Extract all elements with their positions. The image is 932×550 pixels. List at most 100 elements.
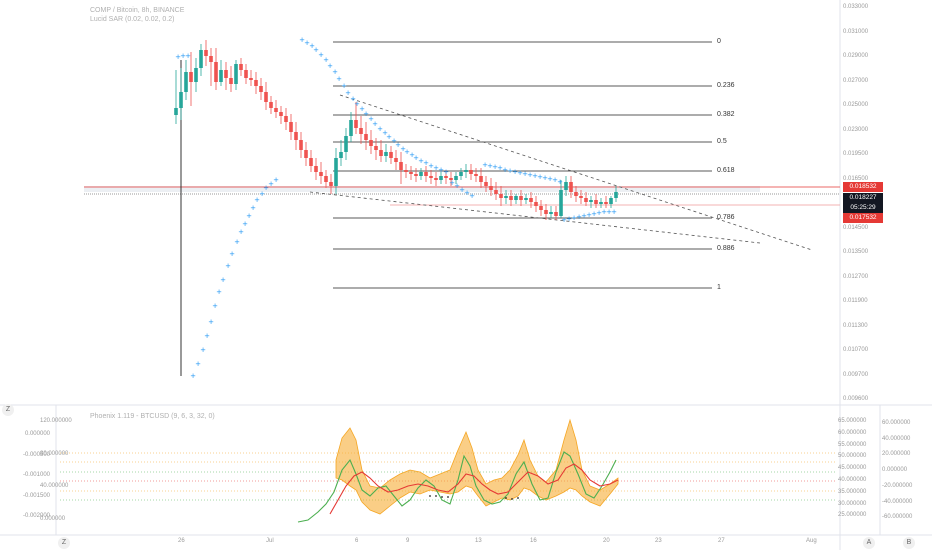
osc-left-label: -0.001500 [22,492,50,499]
candle-body [229,78,233,84]
scale-mode-button[interactable]: B [903,537,915,549]
upper-price-tag: 0.018532 [843,182,883,192]
sar-dot: + [234,238,240,246]
candle-body [239,64,243,70]
sar-dot: + [359,105,365,113]
price-axis-label: 0.013500 [843,249,869,255]
candle-body [519,196,523,200]
candle-body [439,176,443,180]
candle-body [344,136,348,152]
fib-level-label: 0.236 [717,82,735,89]
osc-dot [517,497,519,499]
sar-dot: + [497,164,503,172]
candle-body [424,172,428,176]
candle-body [174,108,178,115]
candle-body [449,178,453,180]
candle-body [604,202,608,204]
candle-body [299,140,303,150]
candle-body [584,198,588,202]
candle-body [204,50,208,56]
scale-toggle-top[interactable]: Z [2,404,14,416]
candle-body [509,196,513,200]
sar-dot: + [377,125,383,133]
osc-left-label: -0.000500 [22,451,50,458]
sar-dot: + [418,157,424,165]
osc-dot [511,498,513,500]
candle-body [244,70,248,78]
candle-body [454,176,458,180]
sar-dot: + [318,51,324,59]
candle-body [464,170,468,172]
scale-toggle-bottom[interactable]: Z [58,537,70,549]
sar-dot: + [454,182,460,190]
sar-dot: + [200,346,206,354]
sar-dot: + [459,186,465,194]
candle-body [269,102,273,108]
price-axis-label: 0.019500 [843,151,869,157]
sar-dot: + [386,133,392,141]
candle-body [314,166,318,172]
candle-body [334,158,338,186]
candle-body [249,78,253,80]
sar-dot: + [591,210,597,218]
sar-dot: + [542,174,548,182]
sar-dot: + [428,162,434,170]
sar-dot: + [527,171,533,179]
candle-body [219,70,223,82]
osc-mid-label: 40.000000 [40,483,69,489]
sar-dot: + [175,53,181,61]
candle-body [209,56,213,62]
sar-dot: + [469,192,475,200]
osc-right1-label: 25.000000 [838,512,867,519]
candle-body [574,192,578,196]
sar-dot: + [487,162,493,170]
fib-level-label: 1 [717,284,721,291]
sar-dot: + [404,148,410,156]
sar-dot: + [576,213,582,221]
sar-dot: + [299,36,305,44]
sar-dot: + [254,196,260,204]
price-axis-label: 0.031000 [843,28,869,35]
price-axis-label: 0.009600 [843,396,869,402]
auto-scale-button[interactable]: A [863,537,875,549]
last-price-tag: 0.018227 [843,193,883,203]
time-axis-label: Jul [266,538,274,544]
candle-body [609,198,613,204]
candle-body [489,186,493,190]
sar-dot: + [363,110,369,118]
indicator-legend[interactable]: Lucid SAR (0.02, 0.02, 0.2) [90,16,175,23]
candle-body [414,174,418,176]
time-axis-label: 6 [355,538,359,544]
sar-dot: + [185,52,191,60]
osc-right2-label: 20.000000 [882,451,911,458]
candle-body [359,128,363,134]
symbol-legend[interactable]: COMP / Bitcoin, 8h, BINANCE [90,7,185,14]
sar-dot: + [354,100,360,108]
sar-dot: + [596,209,602,217]
sar-dot: + [263,184,269,192]
sar-dot: + [391,137,397,145]
sar-dot: + [204,332,210,340]
price-axis-label: 0.011900 [843,298,868,304]
osc-right1-label: 45.000000 [838,465,867,472]
candle-body [429,176,433,178]
candle-body [384,152,388,156]
sar-dot: + [323,56,329,64]
candle-body [294,132,298,140]
time-axis-label: Aug [806,538,817,544]
sar-dot: + [268,180,274,188]
sar-dot: + [581,212,587,220]
oscillator-legend[interactable]: Phoenix 1.119 - BTCUSD (9, 6, 3, 32, 0) [90,413,215,420]
sar-dot: + [242,220,248,228]
candle-body [214,62,218,82]
sar-dot: + [586,211,592,219]
sar-dot: + [552,176,558,184]
candle-body [184,72,188,92]
sar-dot: + [246,212,252,220]
sar-dot: + [309,42,315,50]
candle-body [274,108,278,112]
candle-body [579,196,583,198]
sar-dot: + [601,208,607,216]
sar-dot: + [341,82,347,90]
